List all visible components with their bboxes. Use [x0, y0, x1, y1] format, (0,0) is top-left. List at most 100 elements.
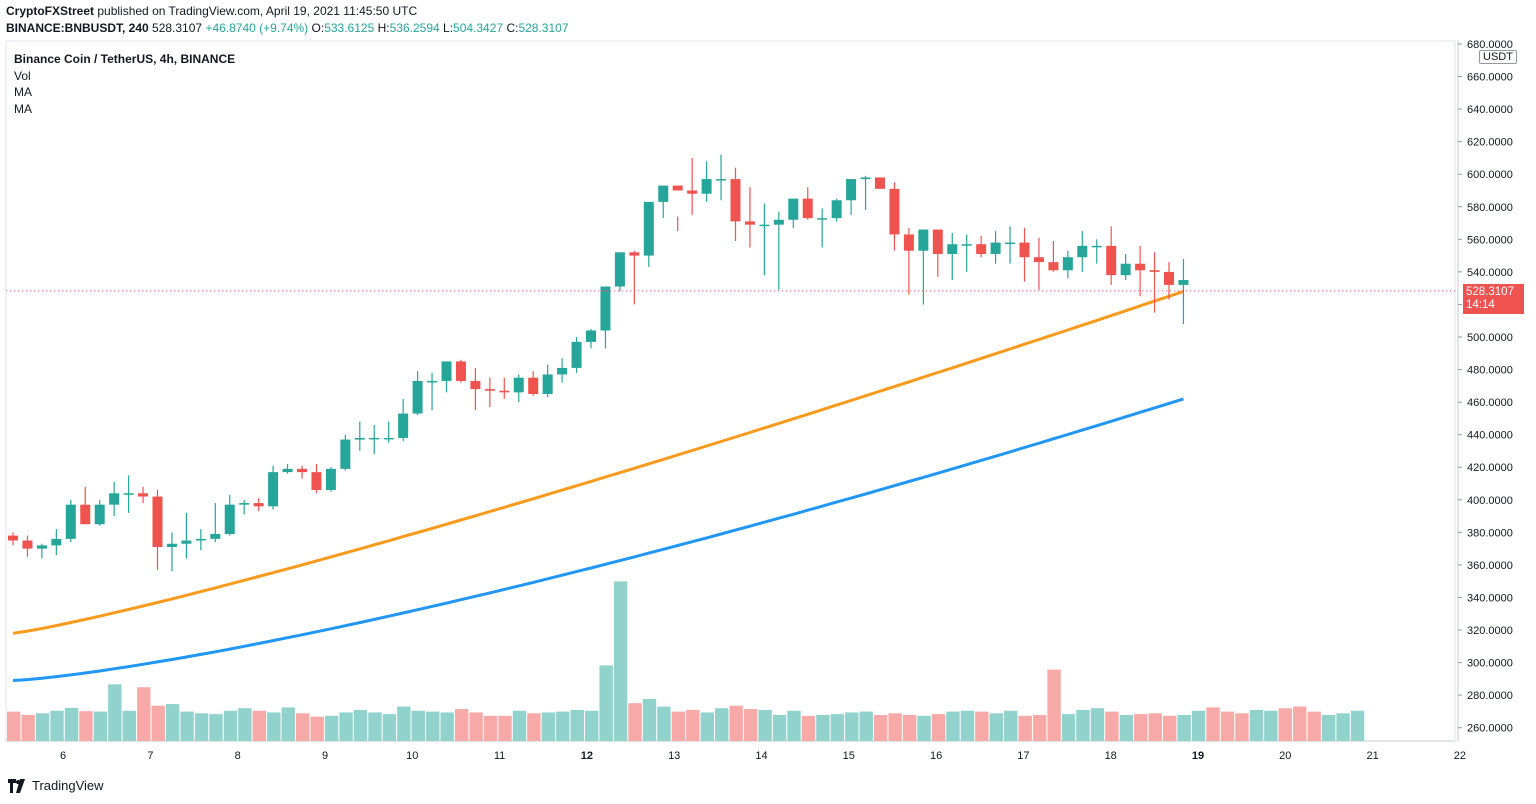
volume-bar [1163, 715, 1177, 741]
x-tick-label: 11 [494, 750, 505, 762]
x-tick-label: 10 [406, 750, 418, 762]
candle-body [918, 229, 929, 251]
volume-bar [238, 708, 252, 741]
candlestick-chart[interactable]: 260.0000 280.0000 300.0000 320.0000 340.0000… [0, 40, 1536, 770]
volume-bar [252, 710, 267, 741]
high-label: H: [377, 21, 390, 35]
symbol-line: BINANCE:BNBUSDT, 240 [6, 21, 149, 35]
y-tick-label: 340.0000 [1467, 592, 1513, 604]
candle-body [138, 493, 149, 497]
legend-vol[interactable]: Vol [14, 68, 31, 83]
y-tick-label: 360.0000 [1467, 560, 1513, 572]
x-tick-label: 14 [755, 750, 767, 762]
candle-body [427, 380, 438, 383]
volume-bar [772, 714, 787, 741]
footer: TradingView [8, 778, 104, 793]
volume-bar [397, 706, 411, 741]
volume-bar [1249, 709, 1264, 741]
volume-bar [917, 715, 931, 741]
volume-bar [1119, 714, 1134, 741]
candle-body [412, 380, 423, 414]
candle-body [1048, 262, 1059, 271]
volume-bar [151, 705, 165, 741]
x-tick-label: 21 [1366, 750, 1378, 762]
candle-body [716, 179, 727, 181]
x-tick-label: 13 [668, 750, 680, 762]
volume-bar [845, 712, 859, 741]
candle-body [976, 244, 987, 254]
volume-bar [50, 710, 64, 741]
legend-ma-2[interactable]: MA [14, 101, 32, 116]
candle-body [600, 286, 611, 331]
candle-body [253, 503, 264, 507]
open-value: 533.6125 [324, 21, 375, 35]
candle-body [94, 504, 105, 525]
candle-body [990, 242, 1001, 254]
candle-body [961, 244, 972, 246]
volume-bar [874, 714, 888, 741]
high-value: 536.2594 [389, 21, 440, 35]
x-tick-label: 18 [1105, 750, 1117, 762]
volume-bar [483, 715, 498, 741]
y-tick-label: 280.0000 [1467, 690, 1513, 702]
y-tick-label: 300.0000 [1467, 658, 1513, 670]
ma-line-blue [12, 397, 1184, 682]
volume-bar [1032, 714, 1047, 741]
candle-body [629, 252, 640, 256]
candle-body [354, 437, 365, 440]
close-value: 528.3107 [518, 21, 569, 35]
y-tick-label: 640.0000 [1467, 104, 1513, 116]
volume-bar [310, 716, 324, 741]
volume-bar [324, 715, 339, 741]
x-tick-label: 15 [843, 750, 855, 762]
tradingview-brand[interactable]: TradingView [32, 778, 104, 793]
candle-body [1033, 257, 1044, 263]
volume-bar [613, 581, 628, 741]
volume-bar [975, 711, 989, 741]
volume-bar [628, 703, 642, 741]
volume-bar [79, 711, 93, 741]
legend-title[interactable]: Binance Coin / TetherUS, 4h, BINANCE [14, 52, 236, 66]
volume-bar [1061, 714, 1076, 741]
volume-bar [21, 714, 35, 741]
currency-label[interactable]: USDT [1479, 50, 1517, 64]
x-tick-label: 20 [1279, 750, 1291, 762]
published-text: published on TradingView.com, April 19, … [97, 4, 418, 18]
publish-info: CryptoFXStreet published on TradingView.… [6, 4, 417, 18]
volume-bar [556, 711, 570, 741]
candle-body [1091, 245, 1102, 248]
candle-body [1019, 242, 1030, 258]
candle-body [528, 377, 539, 394]
candle-body [889, 188, 900, 235]
price-change: +46.8740 (+9.74%) [205, 21, 309, 35]
candle-body [860, 177, 871, 180]
candle-body [1149, 270, 1160, 272]
y-tick-label: 480.0000 [1467, 365, 1513, 377]
last-price: 528.3107 [152, 21, 203, 35]
x-tick-label: 8 [235, 750, 241, 762]
candle-body [903, 234, 914, 251]
volume-bar [411, 710, 425, 741]
volume-bar [440, 712, 454, 741]
y-tick-label: 460.0000 [1467, 397, 1513, 409]
candle-body [80, 504, 91, 525]
ohlc-line: BINANCE:BNBUSDT, 240 528.3107 +46.8740 (… [6, 21, 569, 35]
volume-bar [1235, 713, 1249, 741]
volume-bar [93, 711, 108, 741]
candle-body [383, 437, 394, 440]
candle-body [513, 377, 524, 393]
candle-body [65, 504, 76, 539]
candle-body [947, 244, 958, 254]
candle-body [614, 252, 625, 287]
volume-bar [830, 714, 845, 741]
volume-bar [1293, 706, 1307, 741]
plot-frame [5, 40, 1456, 742]
candle-body [369, 437, 380, 440]
volume-bar [353, 709, 368, 741]
volume-bar [700, 712, 714, 741]
legend-ma-1[interactable]: MA [14, 85, 32, 99]
volume-bar [368, 712, 382, 741]
open-label: O: [311, 21, 325, 35]
volume-bar [454, 709, 469, 741]
volume-bar [902, 714, 917, 741]
